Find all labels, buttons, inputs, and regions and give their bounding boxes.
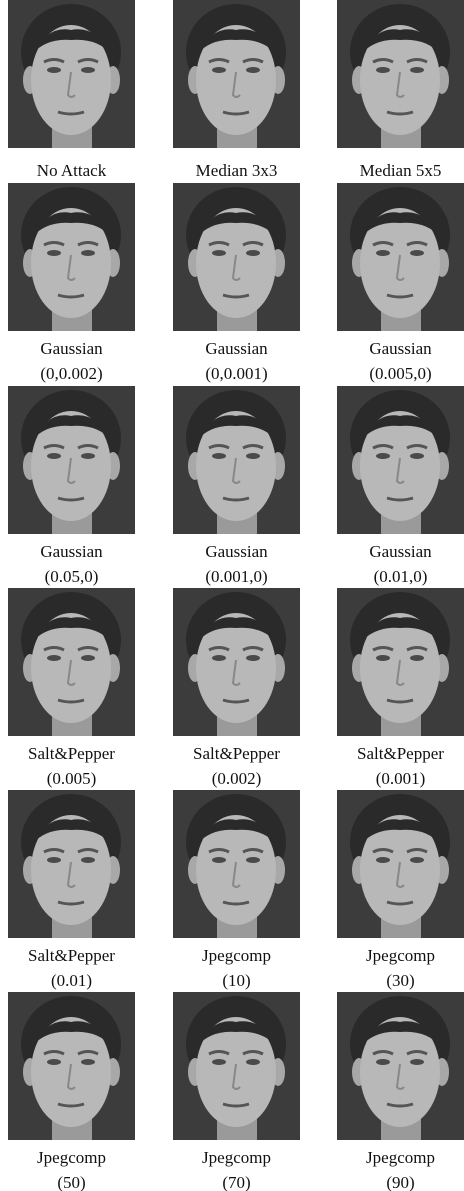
- face-image: [173, 386, 300, 534]
- caption: (0.002): [212, 769, 262, 788]
- caption: (0.005): [47, 769, 97, 788]
- caption: (0,0.002): [40, 364, 102, 383]
- caption: (0.001): [376, 769, 426, 788]
- face-image: [8, 588, 135, 736]
- face-image: [8, 790, 135, 938]
- caption: Salt&Pepper: [28, 946, 115, 965]
- face-image: [337, 0, 464, 148]
- caption: (30): [386, 971, 414, 990]
- caption: (50): [57, 1173, 85, 1191]
- caption: Gaussian: [205, 542, 268, 561]
- face-image: [173, 0, 300, 148]
- face-image: [173, 588, 300, 736]
- face-image: [173, 183, 300, 331]
- caption: Jpegcomp: [366, 946, 435, 965]
- caption: Jpegcomp: [202, 1148, 271, 1167]
- face-image: [337, 790, 464, 938]
- caption: Jpegcomp: [37, 1148, 106, 1167]
- caption: (0.01): [51, 971, 92, 990]
- caption: Salt&Pepper: [193, 744, 280, 763]
- caption: No Attack: [37, 161, 107, 180]
- face-image: [8, 0, 135, 148]
- caption: Median 3x3: [196, 161, 278, 180]
- caption: Gaussian: [369, 339, 432, 358]
- caption: (0.001,0): [205, 567, 267, 586]
- figure: No Attack Median 3x3 Median 5x5 Gaussian (0,…: [0, 0, 464, 1191]
- caption: (90): [386, 1173, 414, 1191]
- face-image: [337, 183, 464, 331]
- face-image: [337, 386, 464, 534]
- caption: (10): [222, 971, 250, 990]
- caption: Gaussian: [205, 339, 268, 358]
- caption: (0.005,0): [369, 364, 431, 383]
- face-image: [173, 992, 300, 1140]
- caption: (0,0.001): [205, 364, 267, 383]
- caption: Jpegcomp: [202, 946, 271, 965]
- caption: Salt&Pepper: [28, 744, 115, 763]
- face-image: [173, 790, 300, 938]
- caption: Gaussian: [40, 542, 103, 561]
- face-image: [8, 992, 135, 1140]
- caption: Jpegcomp: [366, 1148, 435, 1167]
- face-image: [337, 992, 464, 1140]
- face-image: [8, 386, 135, 534]
- caption: Gaussian: [369, 542, 432, 561]
- face-image: [337, 588, 464, 736]
- caption: (70): [222, 1173, 250, 1191]
- caption: Salt&Pepper: [357, 744, 444, 763]
- caption: Median 5x5: [360, 161, 442, 180]
- face-image: [8, 183, 135, 331]
- caption: (0.01,0): [374, 567, 428, 586]
- caption: (0.05,0): [45, 567, 99, 586]
- caption: Gaussian: [40, 339, 103, 358]
